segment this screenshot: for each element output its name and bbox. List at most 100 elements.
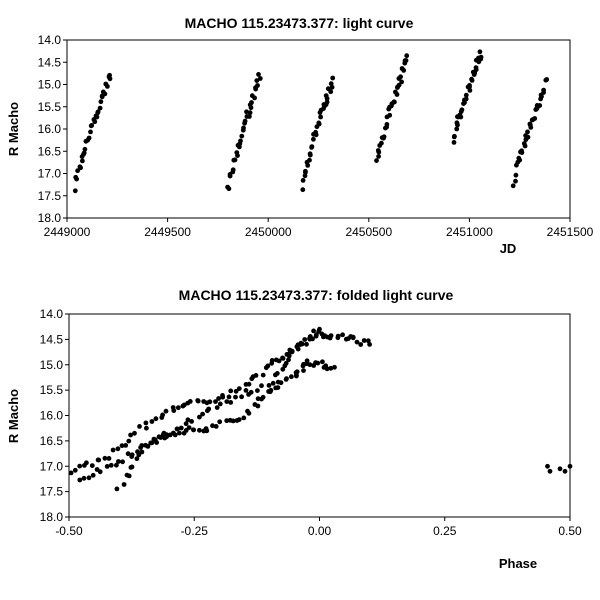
folded-light-curve-data-point (243, 388, 249, 393)
light-curve-data-point (300, 187, 306, 193)
light-curve-y-tick-label: 14.5 (38, 55, 62, 69)
light-curve-data-point (316, 121, 322, 127)
folded-light-curve-data-point (207, 399, 213, 405)
folded-light-curve-data-point (175, 405, 181, 411)
folded-light-curve-data-point (307, 362, 313, 368)
light-curve-data-point (300, 178, 306, 183)
light-curve-data-point (544, 77, 550, 82)
light-curve-data-point (522, 143, 528, 149)
light-curve-y-ticks: 14.0 14.5 15.0 15.5 16.0 16.5 17.0 17.5 18.0 (38, 33, 67, 225)
light-curve-data-point (81, 150, 87, 156)
light-curve-plot-frame (66, 39, 571, 219)
folded-light-curve-x-tick-label: -0.25 (181, 524, 209, 538)
folded-light-curve-data-point (224, 399, 230, 404)
folded-light-curve-data-point (114, 486, 120, 492)
folded-light-curve-y-ticks: 14.0 14.5 15.0 15.5 16.0 16.5 17.0 17.5 18.0 (40, 307, 69, 524)
light-curve-data-point (451, 140, 457, 145)
folded-light-curve-data-point (204, 428, 210, 434)
light-curve-data-point (307, 157, 312, 163)
folded-light-curve-data-point (332, 364, 337, 370)
light-curve-y-label: R Macho (6, 102, 21, 156)
folded-light-curve-data-point (187, 399, 193, 404)
light-curve-data-point (374, 158, 379, 164)
folded-light-curve-data-point (213, 399, 218, 404)
folded-light-curve-data-point (116, 459, 121, 464)
light-curve-data-point (313, 132, 319, 138)
folded-light-curve-data-point (144, 425, 149, 431)
light-curve-chart: MACHO 115.23473.377: light curve 14.014.… (6, 15, 594, 256)
light-curve-data-point (102, 91, 108, 97)
folded-light-curve-data-point (129, 452, 135, 458)
folded-light-curve-data-point (226, 394, 232, 400)
light-curve-data-point (309, 145, 314, 150)
light-curve-x-tick-label: 2450500 (345, 225, 392, 239)
folded-light-curve-data-point (114, 462, 119, 468)
light-curve-x-tick-label: 2451000 (446, 225, 493, 239)
folded-light-curve-data-point (278, 380, 284, 386)
folded-light-curve-data-point (195, 398, 201, 403)
light-curve-data-point (239, 133, 245, 139)
folded-light-curve-x-tick-label: -0.50 (55, 524, 83, 538)
folded-light-curve-data-point (77, 463, 83, 469)
folded-light-curve-data-point (246, 381, 252, 387)
folded-light-curve-data-point (304, 358, 310, 364)
folded-light-curve-data-point (280, 356, 286, 361)
folded-light-curve-data-point (269, 358, 275, 363)
light-curve-data-point (328, 89, 334, 95)
light-curve-data-point (240, 127, 246, 133)
light-curve-data-point (74, 176, 79, 182)
folded-light-curve-data-point (102, 455, 108, 461)
folded-light-curve-data-point (137, 424, 142, 429)
folded-light-curve-data-point (115, 446, 121, 452)
folded-light-curve-data-point (358, 342, 364, 347)
folded-light-curve-data-point (139, 443, 145, 448)
folded-light-curve-data-point (324, 366, 330, 372)
folded-light-curve-data-point (121, 482, 127, 487)
folded-light-curve-data-point (302, 337, 308, 342)
light-curve-data-point (329, 84, 335, 90)
light-curve-data-point (230, 167, 236, 173)
light-curve-y-tick-label: 17.5 (38, 189, 62, 203)
light-curve-y-tick-label: 18.0 (38, 211, 62, 225)
folded-light-curve-data-point (164, 432, 169, 437)
folded-light-curve-data-point (183, 421, 189, 427)
folded-light-curve-data-point (217, 401, 223, 407)
light-curve-data-point (510, 183, 516, 189)
folded-light-curve-data-point (110, 447, 116, 453)
folded-light-curve-data-point (260, 394, 266, 400)
folded-light-curve-data-point (200, 411, 206, 417)
light-curve-data-point (384, 122, 390, 127)
light-curve-data-point (458, 114, 464, 120)
light-curve-data-point (462, 100, 467, 105)
light-curve-data-point (398, 74, 403, 80)
folded-light-curve-data-point (191, 427, 197, 433)
folded-light-curve-data-point (274, 371, 280, 376)
folded-light-curve-data-point (286, 357, 291, 363)
folded-light-curve-data-point (197, 427, 202, 433)
light-curve-data-point (88, 129, 93, 135)
folded-light-curve-data-point (149, 419, 155, 424)
folded-light-curve-data-point (547, 468, 553, 474)
light-curve-data-point (469, 76, 474, 82)
folded-light-curve-data-point (68, 470, 74, 476)
light-curve-x-tick-label: 2449500 (144, 225, 191, 239)
light-curve-data-point (324, 99, 330, 105)
folded-light-curve-data-point (108, 462, 114, 468)
light-curve-data-point (454, 126, 460, 132)
folded-light-curve-data-point (283, 360, 289, 366)
folded-light-curve-data-point (197, 414, 202, 420)
folded-light-curve-data-point (260, 372, 266, 378)
light-curve-data-point (305, 163, 311, 168)
folded-light-curve-y-tick-label: 17.0 (40, 459, 64, 473)
light-curve-x-label: JD (500, 241, 517, 256)
light-curve-data-point (82, 146, 88, 152)
folded-light-curve-data-point (230, 418, 236, 424)
light-curve-data-point (381, 134, 387, 140)
light-curve-data-point (232, 157, 238, 163)
folded-light-curve-data-point (177, 430, 182, 436)
light-curve-data-point (387, 112, 393, 118)
light-curve-data-point (255, 83, 260, 88)
folded-light-curve-y-tick-label: 18.0 (40, 510, 64, 524)
light-curve-title: MACHO 115.23473.377: light curve (185, 15, 414, 31)
folded-light-curve-data-point (294, 369, 300, 375)
